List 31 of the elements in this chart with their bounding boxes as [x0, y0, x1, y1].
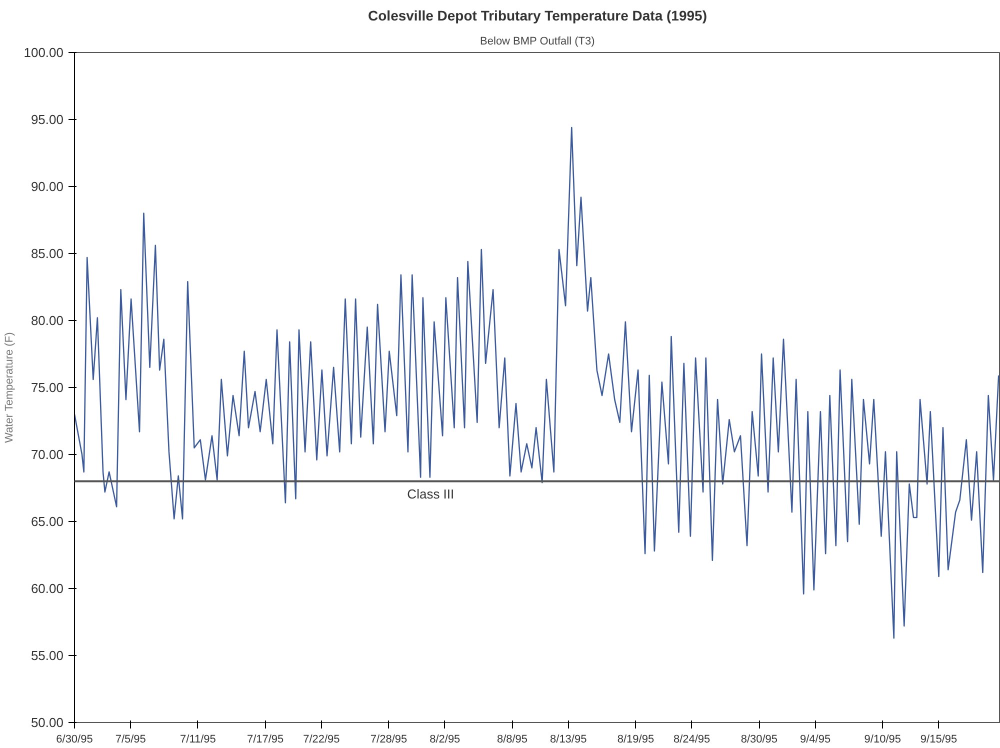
x-tick-label: 7/5/95	[115, 734, 146, 746]
x-tick-label: 9/10/95	[864, 734, 901, 746]
x-tick-label: 7/11/95	[180, 734, 216, 746]
x-tick-label: 8/2/95	[430, 734, 460, 746]
y-tick-label: 80.00	[30, 313, 64, 328]
y-tick-label: 55.00	[30, 648, 64, 663]
y-tick-label: 95.00	[30, 112, 64, 127]
x-tick-label: 9/15/95	[920, 734, 958, 746]
x-tick-label: 9/4/95	[800, 734, 831, 746]
x-tick-label: 7/22/95	[303, 734, 340, 746]
y-tick-label: 65.00	[30, 514, 64, 529]
y-tick-label: 60.00	[30, 581, 64, 596]
x-tick-label: 8/13/95	[550, 734, 587, 746]
x-tick-label: 8/8/95	[496, 734, 528, 746]
line-series	[74, 126, 1000, 639]
y-tick-label: 70.00	[30, 447, 64, 462]
x-tick-label: 8/30/95	[740, 734, 778, 746]
y-axis-title: Water Temperature (F)	[4, 332, 16, 443]
chart-subtitle: Below BMP Outfall (T3)	[480, 36, 595, 48]
x-tick-label: 7/28/95	[370, 734, 408, 746]
y-tick-label: 90.00	[30, 179, 64, 194]
chart-title: Colesville Depot Tributary Temperature Data (1995)	[368, 8, 707, 24]
y-tick-label: 75.00	[30, 380, 64, 395]
x-tick-label: 6/30/95	[56, 734, 93, 746]
x-tick-label: 8/19/95	[617, 734, 654, 746]
ref-line-label: Class III	[407, 486, 454, 502]
y-tick-label: 85.00	[30, 246, 64, 261]
x-tick-label: 7/17/95	[246, 734, 284, 746]
x-tick-label: 8/24/95	[673, 734, 710, 746]
y-tick-label: 100.00	[24, 45, 64, 60]
y-tick-label: 50.00	[30, 715, 64, 730]
